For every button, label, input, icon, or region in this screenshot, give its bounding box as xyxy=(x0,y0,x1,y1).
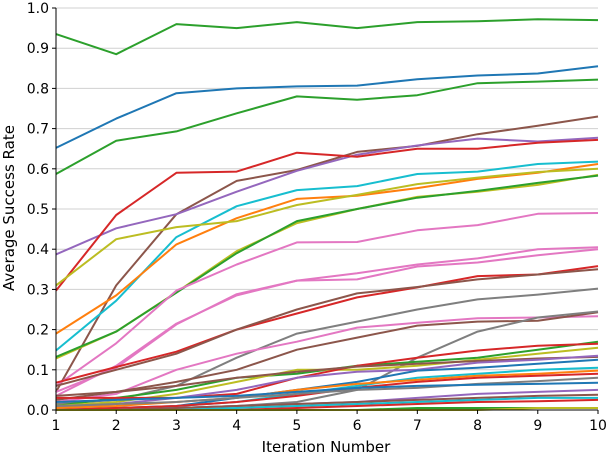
series-line-4 xyxy=(55,115,599,393)
y-tick-label: 0.4 xyxy=(27,242,49,258)
y-tick-label: 0.9 xyxy=(27,41,49,57)
series-line-25 xyxy=(55,354,599,409)
x-tick-label: 6 xyxy=(353,418,362,434)
series-line-6 xyxy=(55,138,599,292)
series-line-10 xyxy=(55,173,599,360)
x-tick-label: 9 xyxy=(533,418,542,434)
series-line-12 xyxy=(55,212,599,387)
y-tick-label: 0.7 xyxy=(27,122,49,138)
y-axis-ticks: 0.0 0.1 0.2 0.3 0.4 0.5 0.6 0.7 0.8 0.9 1.0 xyxy=(27,1,56,419)
y-tick-label: 0.2 xyxy=(27,323,49,339)
y-tick-label: 1.0 xyxy=(27,1,49,17)
series-line-1 xyxy=(55,18,599,56)
series-line-13 xyxy=(55,246,599,393)
x-tick-label: 2 xyxy=(112,418,121,434)
series-line-30 xyxy=(55,376,599,407)
y-tick-label: 0.5 xyxy=(27,202,49,218)
series-line-5 xyxy=(55,136,599,256)
x-tick-label: 3 xyxy=(172,418,181,434)
y-tick-label: 0.3 xyxy=(27,282,49,298)
x-tick-label: 1 xyxy=(52,418,61,434)
series-line-24 xyxy=(55,355,599,397)
y-tick-label: 0.1 xyxy=(27,363,49,379)
series-line-2 xyxy=(55,65,599,149)
series-line-31 xyxy=(55,381,599,403)
series-line-8 xyxy=(55,163,599,335)
x-tick-label: 5 xyxy=(292,418,301,434)
y-tick-label: 0.6 xyxy=(27,162,49,178)
series-line-18 xyxy=(55,315,599,403)
series-line-15 xyxy=(55,265,599,384)
series-line-11 xyxy=(55,174,599,358)
series-lines xyxy=(55,18,599,411)
x-axis-label: Iteration Number xyxy=(262,438,391,456)
y-axis-label: Average Success Rate xyxy=(0,125,18,291)
x-tick-label: 8 xyxy=(473,418,482,434)
x-tick-label: 7 xyxy=(413,418,422,434)
x-tick-label: 10 xyxy=(589,418,606,434)
grid-lines xyxy=(56,7,598,411)
series-line-3 xyxy=(55,78,599,175)
series-line-19 xyxy=(55,311,599,401)
series-line-16 xyxy=(55,268,599,387)
series-line-9 xyxy=(55,167,599,287)
y-tick-label: 0.8 xyxy=(27,81,49,97)
series-line-14 xyxy=(55,248,599,397)
x-tick-label: 4 xyxy=(232,418,241,434)
x-axis-ticks: 1 2 3 4 5 6 7 8 9 10 xyxy=(52,410,606,434)
y-tick-label: 0.0 xyxy=(27,403,49,419)
